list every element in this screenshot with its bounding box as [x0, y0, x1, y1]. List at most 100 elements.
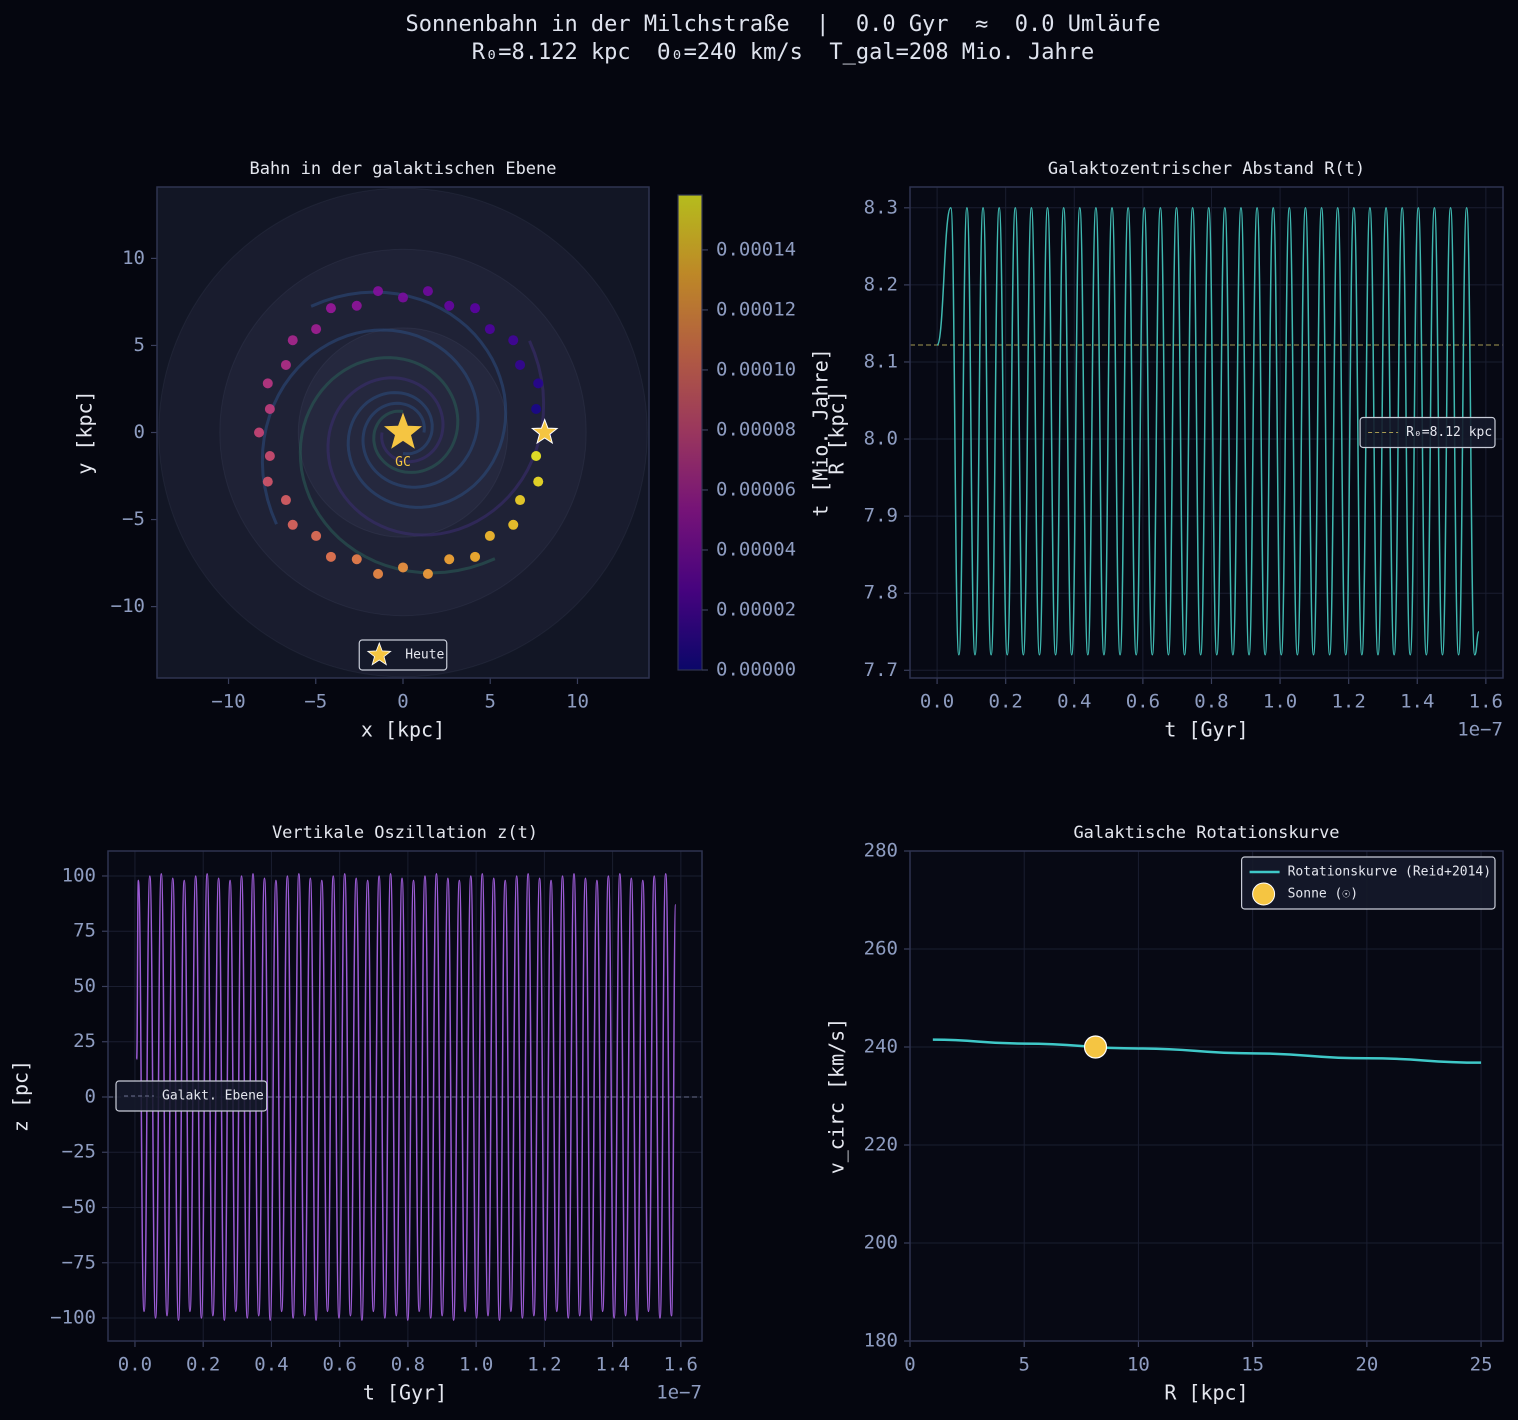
axes-frame	[156, 186, 650, 679]
y-tick-label: 180	[864, 1330, 898, 1352]
x-offset-label: 1e−7	[1457, 719, 1503, 741]
y-axis-label: R [kpc]	[825, 390, 849, 474]
plot-layer	[910, 187, 1503, 678]
y-tick-label: 8.2	[864, 273, 898, 295]
orbit-point	[287, 335, 298, 346]
orbit-point	[531, 451, 542, 462]
y-tick-label: −100	[50, 1307, 96, 1329]
axes-title: Bahn in der galaktischen Ebene	[249, 159, 556, 179]
legend-label: Heute	[405, 648, 444, 663]
orbit-point	[533, 476, 544, 487]
y-axis-label: v_circ [km/s]	[825, 1018, 849, 1175]
figure-title: Sonnenbahn in der Milchstraße | 0.0 Gyr …	[406, 12, 1161, 37]
orbit-point	[533, 378, 544, 389]
colorbar-tick-label: 0.00014	[716, 238, 796, 260]
x-tick-label: 1.4	[1400, 691, 1434, 713]
orbit-point	[325, 551, 336, 562]
orbit-point	[531, 403, 542, 414]
legend-box	[1240, 856, 1496, 910]
legend-symbol	[366, 641, 392, 666]
x-tick-label: 15	[1241, 1354, 1264, 1376]
y-tick-label: 200	[864, 1232, 898, 1254]
x-tick-label: 1.4	[595, 1354, 629, 1376]
orbit-point	[351, 300, 362, 311]
series-line	[932, 1038, 1482, 1064]
plot-layer	[158, 187, 648, 678]
legend-symbol	[1252, 882, 1276, 906]
x-tick-label: 0.8	[1194, 691, 1228, 713]
orbit-point	[264, 403, 275, 414]
axes-frame	[107, 850, 703, 1342]
orbit-point	[484, 530, 495, 541]
colorbar-tick-label: 0.00000	[716, 659, 796, 681]
legend-label: Rotationskurve (Reid+2014)	[1288, 865, 1492, 880]
orbit-point	[373, 286, 384, 297]
orbit-point	[264, 451, 275, 462]
y-tick-label: 0	[85, 1085, 96, 1107]
sun-marker	[530, 418, 559, 445]
x-tick-label: 1.6	[1469, 691, 1503, 713]
orbit-point	[311, 530, 322, 541]
figure-subtitle: R₀=8.122 kpc Θ₀=240 km/s T_gal=208 Mio. …	[472, 40, 1095, 65]
orbit-point	[398, 562, 408, 573]
x-tick-label: 0.4	[254, 1354, 288, 1376]
x-tick-label: 0.2	[989, 691, 1023, 713]
y-tick-label: 240	[864, 1036, 898, 1058]
orbit-point	[515, 359, 526, 370]
plot-layer	[108, 851, 702, 1341]
x-tick-label: 10	[566, 691, 589, 713]
y-tick-label: 8.3	[864, 196, 898, 218]
orbit-point	[398, 292, 408, 303]
y-tick-label: 280	[864, 840, 898, 862]
orbit-point	[254, 427, 265, 438]
x-tick-label: 5	[1018, 1354, 1029, 1376]
x-tick-label: 0.6	[1126, 691, 1160, 713]
x-axis-label: x [kpc]	[361, 718, 445, 742]
x-axis-label: R [kpc]	[1164, 1381, 1248, 1405]
axes-frame	[909, 186, 1504, 679]
plot-layer	[910, 851, 1503, 1341]
legend-label: R₀=8.12 kpc	[1406, 425, 1492, 440]
legend-box	[115, 1080, 268, 1112]
orbit-point	[422, 568, 433, 579]
spiral-arm	[310, 290, 508, 509]
orbit-point	[280, 495, 291, 506]
galactic-center	[384, 412, 422, 449]
y-axis-label-overlay: t [Mio. Jahre]	[809, 348, 833, 517]
colorbar-tick-label: 0.00006	[716, 478, 796, 500]
y-tick-label: 25	[73, 1030, 96, 1052]
colorbar-tick-label: 0.00002	[716, 598, 796, 620]
annotation: GC	[395, 455, 411, 470]
axes-title: Galaktozentrischer Abstand R(t)	[1048, 159, 1365, 179]
x-tick-label: 10	[1127, 1354, 1150, 1376]
y-axis-label: z [pc]	[9, 1060, 33, 1132]
orbit-point	[262, 476, 273, 487]
orbit-point	[287, 519, 298, 530]
x-tick-label: −5	[304, 691, 327, 713]
x-tick-label: 1.0	[459, 1354, 493, 1376]
x-offset-label: 1e−7	[656, 1382, 702, 1404]
orbit-point	[351, 554, 362, 565]
x-tick-label: 0	[904, 1354, 915, 1376]
y-tick-label: 8.1	[864, 350, 898, 372]
y-tick-label: 5	[134, 334, 145, 356]
y-tick-label: 50	[73, 975, 96, 997]
y-tick-label: 7.9	[864, 505, 898, 527]
spiral-arm	[326, 340, 546, 537]
orbit-point	[422, 286, 433, 297]
colorbar-tick-label: 0.00012	[716, 298, 796, 320]
x-tick-label: 1.6	[664, 1354, 698, 1376]
y-tick-label: 75	[73, 920, 96, 942]
x-tick-label: 1.0	[1263, 691, 1297, 713]
y-tick-label: −75	[62, 1251, 96, 1273]
y-tick-label: −5	[122, 508, 145, 530]
x-tick-label: 5	[485, 691, 496, 713]
x-axis-label: t [Gyr]	[1164, 718, 1248, 742]
y-tick-label: −50	[62, 1196, 96, 1218]
legend-label: Sonne (☉)	[1288, 887, 1358, 902]
plot-area	[910, 851, 1503, 1341]
orbit-point	[470, 303, 481, 314]
spiral-arm	[298, 356, 496, 575]
colorbar-tick-label: 0.00008	[716, 418, 796, 440]
